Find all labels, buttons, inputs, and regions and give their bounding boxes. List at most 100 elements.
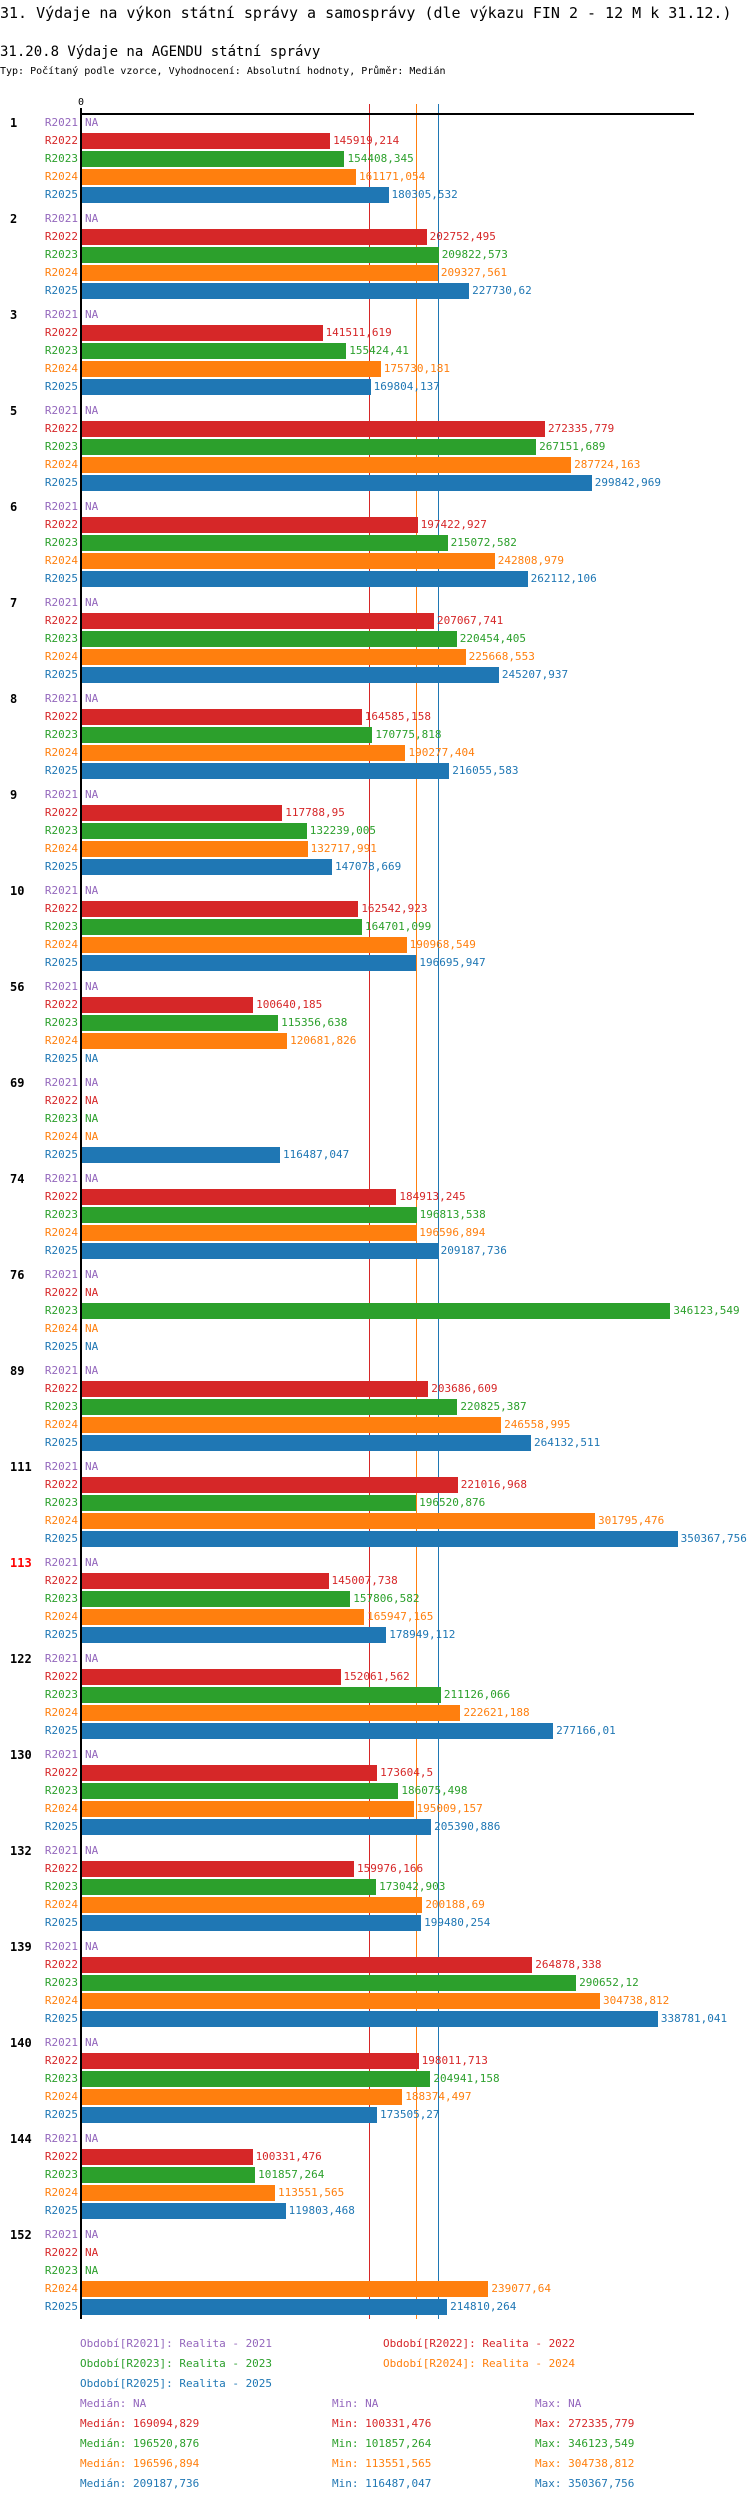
series-label: R2025 <box>44 764 78 777</box>
series-label: R2025 <box>44 188 78 201</box>
bar-r2022 <box>82 325 323 341</box>
legend-period-r2022: Období[R2022]: Realita - 2022 <box>383 2337 576 2350</box>
series-label: R2022 <box>44 326 78 339</box>
bar-r2023 <box>82 1879 377 1895</box>
series-label: R2023 <box>44 1304 78 1317</box>
value-label: 186075,498 <box>401 1784 468 1797</box>
na-label: NA <box>85 2036 99 2049</box>
series-label: R2025 <box>44 860 78 873</box>
min-stat: Min: 113551,565 <box>332 2457 432 2470</box>
series-label: R2025 <box>44 2108 78 2121</box>
bar-r2024 <box>82 1897 423 1913</box>
na-label: NA <box>85 2228 99 2241</box>
bar-r2024 <box>82 841 308 857</box>
value-label: 132717,991 <box>310 842 377 855</box>
series-label: R2024 <box>44 1706 78 1719</box>
series-label: R2023 <box>44 344 78 357</box>
value-label: 198011,713 <box>421 2054 488 2067</box>
bar-r2022 <box>82 1189 397 1205</box>
bar-r2024 <box>82 1513 596 1529</box>
na-label: NA <box>85 1322 99 1335</box>
bar-r2022 <box>82 613 434 629</box>
bar-r2025 <box>82 763 450 779</box>
series-label: R2022 <box>44 1478 78 1491</box>
value-label: 145007,738 <box>331 1574 398 1587</box>
series-label: R2022 <box>44 230 78 243</box>
series-label: R2021 <box>44 1940 78 1953</box>
series-label: R2023 <box>44 1592 78 1605</box>
series-label: R2024 <box>44 362 78 375</box>
group-label: 139 <box>10 1940 32 1954</box>
na-label: NA <box>85 596 99 609</box>
bar-r2025 <box>82 475 592 491</box>
bar-r2024 <box>82 265 438 281</box>
max-stat: Max: 304738,812 <box>535 2457 635 2470</box>
series-label: R2025 <box>44 956 78 969</box>
max-stat: Max: 346123,549 <box>535 2437 635 2450</box>
value-label: 116487,047 <box>283 1148 350 1161</box>
na-label: NA <box>85 2264 99 2277</box>
value-label: 180305,532 <box>391 188 458 201</box>
median-stat: Medián: NA <box>80 2397 147 2410</box>
series-label: R2023 <box>44 536 78 549</box>
bar-r2024 <box>82 2185 276 2201</box>
series-label: R2025 <box>44 380 78 393</box>
value-label: 220454,405 <box>459 632 526 645</box>
bar-r2023 <box>82 1687 441 1703</box>
series-label: R2023 <box>44 152 78 165</box>
series-label: R2023 <box>44 728 78 741</box>
bar-r2024 <box>82 169 356 185</box>
series-label: R2024 <box>44 1322 78 1335</box>
bar-r2025 <box>82 1147 281 1163</box>
series-label: R2022 <box>44 1958 78 1971</box>
value-label: 225668,553 <box>468 650 535 663</box>
series-label: R2022 <box>44 902 78 915</box>
value-label: 209187,736 <box>440 1244 507 1257</box>
series-label: R2024 <box>44 2282 78 2295</box>
value-label: 239077,64 <box>491 2282 552 2295</box>
value-label: 211126,066 <box>443 1688 511 1701</box>
bar-r2023 <box>82 439 537 455</box>
bar-r2025 <box>82 2203 286 2219</box>
series-label: R2023 <box>44 1016 78 1029</box>
value-label: 190277,404 <box>408 746 475 759</box>
series-label: R2021 <box>44 1460 78 1473</box>
group-label: 132 <box>10 1844 32 1858</box>
value-label: 204941,158 <box>433 2072 500 2085</box>
bar-r2024 <box>82 2281 489 2297</box>
group-label: 10 <box>10 884 25 898</box>
value-label: 100640,185 <box>256 998 323 1011</box>
series-label: R2022 <box>44 1286 78 1299</box>
min-stat: Min: 100331,476 <box>332 2417 432 2430</box>
na-label: NA <box>85 500 99 513</box>
bar-r2023 <box>82 823 307 839</box>
na-label: NA <box>85 1094 99 1107</box>
series-label: R2022 <box>44 134 78 147</box>
value-label: 115356,638 <box>281 1016 348 1029</box>
na-label: NA <box>85 1844 99 1857</box>
bar-r2022 <box>82 517 418 533</box>
axis-zero-label: 0 <box>78 97 85 108</box>
value-label: 188374,497 <box>405 2090 472 2103</box>
group-label: 144 <box>10 2132 32 2146</box>
na-label: NA <box>85 1556 99 1569</box>
median-stat: Medián: 169094,829 <box>80 2417 200 2430</box>
series-label: R2025 <box>44 2204 78 2217</box>
value-label: 262112,106 <box>530 572 597 585</box>
series-label: R2021 <box>44 1556 78 1569</box>
value-label: 119803,468 <box>288 2204 355 2217</box>
group-label: 140 <box>10 2036 32 2050</box>
na-label: NA <box>85 692 99 705</box>
series-label: R2023 <box>44 1976 78 1989</box>
group-label: 5 <box>10 404 18 418</box>
bar-r2023 <box>82 1303 671 1319</box>
bar-r2025 <box>82 379 371 395</box>
legend-period-r2023: Období[R2023]: Realita - 2023 <box>80 2357 273 2370</box>
group-label: 74 <box>10 1172 25 1186</box>
series-label: R2025 <box>44 1724 78 1737</box>
group-label: 111 <box>10 1460 32 1474</box>
bar-r2023 <box>82 631 457 647</box>
legend-period-r2021: Období[R2021]: Realita - 2021 <box>80 2337 273 2350</box>
value-label: 141511,619 <box>325 326 392 339</box>
x-axis-line <box>80 113 694 115</box>
